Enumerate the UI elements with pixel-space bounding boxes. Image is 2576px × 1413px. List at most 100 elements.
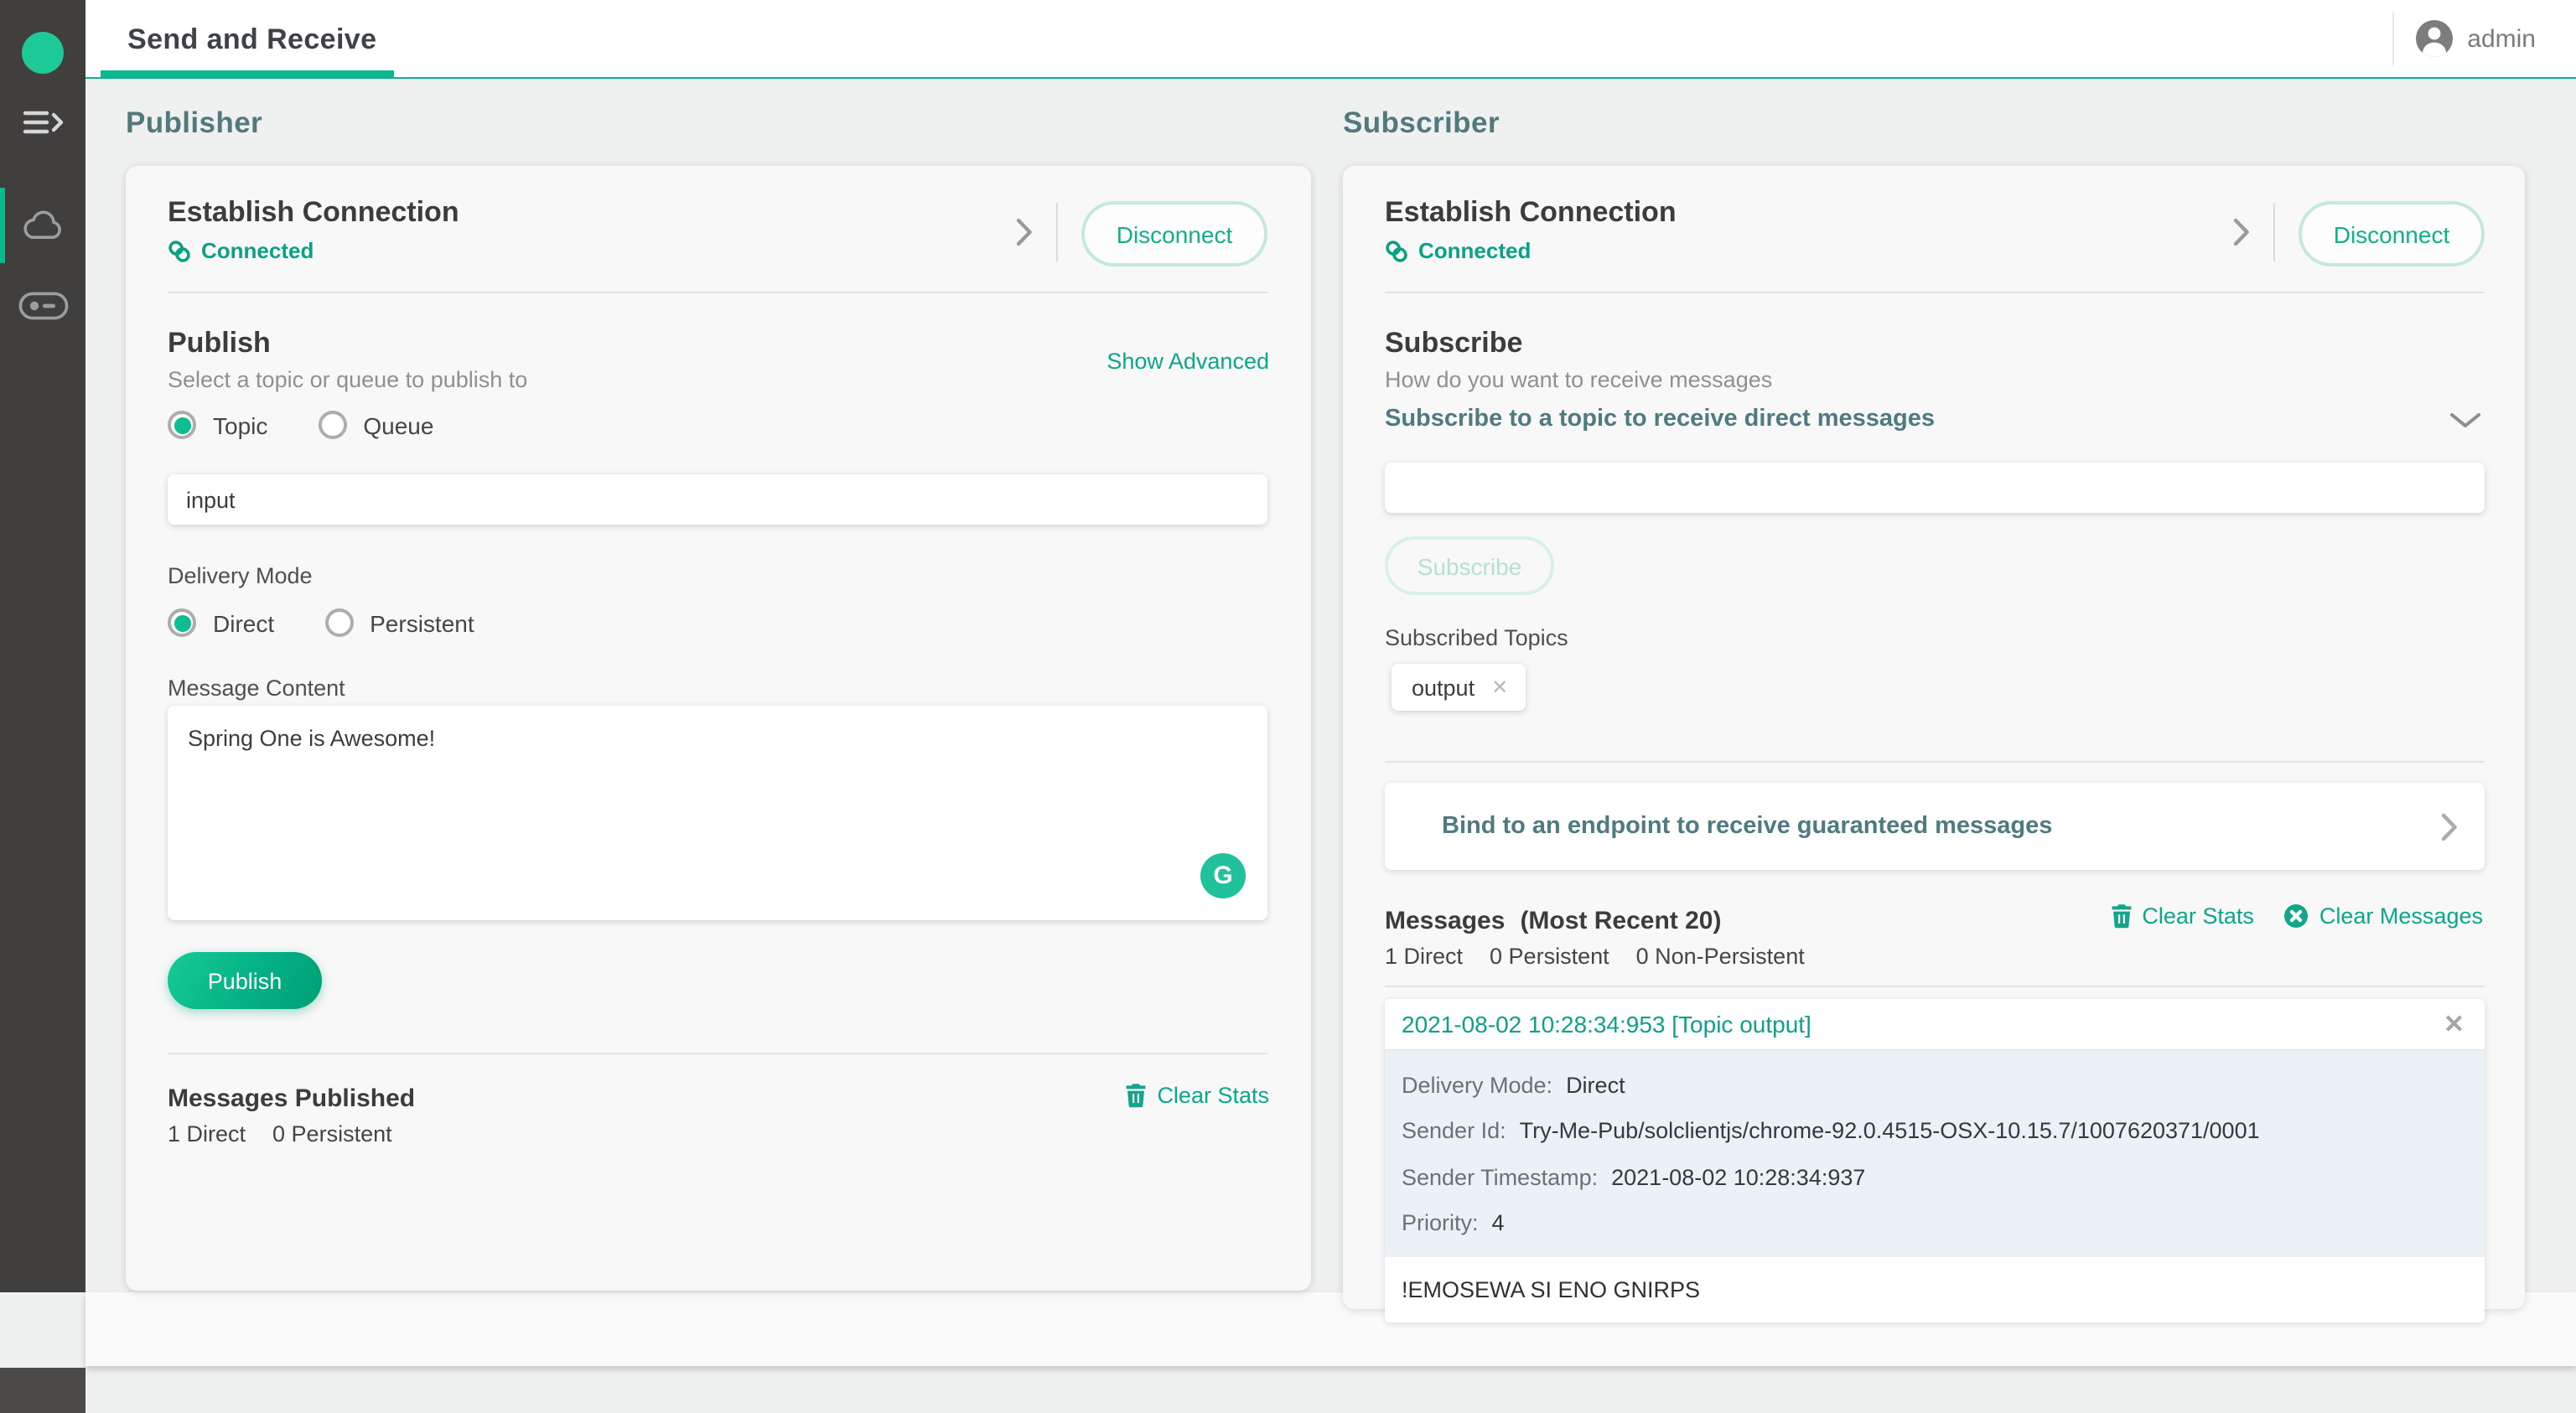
radio-option-topic[interactable]: Topic — [168, 411, 267, 439]
user-avatar-icon — [2413, 18, 2454, 59]
sidebar-item-connection[interactable] — [0, 292, 86, 320]
grammarly-icon[interactable]: G — [1200, 853, 1246, 898]
sidebar-expand-button[interactable] — [0, 106, 86, 139]
radio-option-queue[interactable]: Queue — [318, 411, 433, 439]
subscriber-heading: Subscriber — [1343, 106, 1500, 139]
radio-icon[interactable] — [318, 411, 347, 439]
metadata-value: 2021-08-02 10:28:34:937 — [1611, 1164, 1866, 1190]
bind-endpoint-row[interactable]: Bind to an endpoint to receive guarantee… — [1385, 783, 2485, 870]
subscriber-connection-expand[interactable] — [2233, 218, 2250, 246]
radio-icon[interactable] — [168, 608, 196, 637]
message-item: 2021-08-02 10:28:34:953 [Topic output] ✕… — [1385, 999, 2485, 1322]
metadata-label: Delivery Mode: — [1402, 1073, 1553, 1098]
delivery-mode-label: Delivery Mode — [168, 563, 313, 588]
subscribe-subtitle: How do you want to receive messages — [1385, 367, 1773, 392]
messages-recent-label: (Most Recent 20) — [1520, 907, 1722, 935]
publish-title: Publish — [168, 327, 271, 359]
clear-stats-label: Clear Stats — [2142, 903, 2254, 929]
radio-option-persistent[interactable]: Persistent — [324, 608, 474, 637]
subscribe-title: Subscribe — [1385, 327, 1523, 359]
divider — [168, 292, 1267, 293]
subscriber-connection-status: Connected — [1385, 238, 1531, 263]
delivery-mode-radio-group: Direct Persistent — [168, 608, 525, 637]
metadata-row: Priority: 4 — [1402, 1200, 2468, 1246]
solace-logo-icon[interactable] — [22, 32, 64, 74]
trash-icon — [1125, 1083, 1147, 1108]
metadata-label: Sender Timestamp: — [1402, 1164, 1599, 1190]
publisher-connection-title: Establish Connection — [168, 196, 459, 228]
sidebar-active-indicator — [0, 188, 5, 263]
link-icon — [1385, 239, 1408, 262]
publish-topic-input[interactable] — [168, 474, 1267, 525]
message-metadata: Delivery Mode: Direct Sender Id: Try-Me-Pub… — [1385, 1051, 2485, 1257]
close-message-icon[interactable]: ✕ — [2443, 1010, 2465, 1038]
divider — [168, 1053, 1267, 1054]
sidebar-item-try-me[interactable] — [0, 208, 86, 241]
stat-item: 0 Persistent — [1490, 944, 1609, 969]
chevron-right-icon — [2441, 812, 2458, 841]
publisher-clear-stats-link[interactable]: Clear Stats — [1125, 1083, 1269, 1108]
messages-title: Messages — [1385, 907, 1506, 935]
publish-subtitle: Select a topic or queue to publish to — [168, 367, 528, 392]
message-payload: !EMOSEWA SI ENO GNIRPS — [1402, 1276, 1701, 1302]
metadata-value: Try-Me-Pub/solclientjs/chrome-92.0.4515-… — [1519, 1118, 2260, 1144]
divider — [1056, 203, 1058, 261]
destination-radio-group: Topic Queue — [168, 411, 484, 439]
circle-x-icon — [2284, 903, 2309, 929]
sidebar — [0, 0, 86, 1292]
page-title: Send and Receive — [127, 23, 377, 55]
subscribed-topics-list: output ✕ — [1343, 664, 2525, 711]
message-header: 2021-08-02 10:28:34:953 [Topic output] ✕ — [1385, 999, 2485, 1051]
radio-option-direct[interactable]: Direct — [168, 608, 274, 637]
radio-icon[interactable] — [168, 411, 196, 439]
subscriber-panel: Establish Connection Connected Disconnec… — [1343, 166, 2525, 1322]
metadata-row: Sender Timestamp: 2021-08-02 10:28:34:937 — [1402, 1155, 2468, 1201]
subscriber-connection-title: Establish Connection — [1385, 196, 1677, 228]
divider — [1385, 761, 2485, 763]
messages-header: Messages (Most Recent 20) Clear Stats — [1385, 903, 2483, 935]
clear-stats-label: Clear Stats — [1157, 1083, 1269, 1108]
bind-endpoint-label: Bind to an endpoint to receive guarantee… — [1442, 813, 2053, 840]
radio-label: Direct — [213, 609, 275, 636]
publisher-connection-status: Connected — [168, 238, 314, 263]
radio-icon[interactable] — [324, 608, 354, 637]
message-content-textarea[interactable]: Spring One is Awesome! — [168, 706, 1267, 920]
message-content-label: Message Content — [168, 675, 345, 701]
clear-messages-link[interactable]: Clear Messages — [2284, 903, 2483, 929]
message-timestamp: 2021-08-02 10:28:34:953 [Topic output] — [1402, 1011, 1811, 1038]
topbar-accent-line — [86, 76, 2576, 79]
radio-label: Topic — [213, 411, 268, 438]
user-menu[interactable]: admin — [2413, 0, 2536, 77]
subscribe-button[interactable]: Subscribe — [1385, 536, 1554, 595]
user-name: admin — [2467, 24, 2536, 53]
sidebar-bottom-block — [0, 1368, 86, 1413]
subscribe-topic-input[interactable] — [1385, 463, 2485, 513]
cloud-icon — [20, 208, 65, 241]
divider — [1385, 986, 2485, 987]
subscriber-clear-stats-link[interactable]: Clear Stats — [2110, 903, 2254, 929]
trash-icon — [2110, 903, 2132, 929]
top-bar: Send and Receive admin — [86, 0, 2576, 79]
link-icon — [168, 239, 191, 262]
topbar-divider — [2392, 12, 2394, 65]
radio-label: Queue — [363, 411, 434, 438]
remove-topic-icon[interactable]: ✕ — [1491, 675, 1509, 699]
metadata-value: Direct — [1566, 1073, 1625, 1098]
topic-chip[interactable]: output ✕ — [1392, 664, 1526, 711]
publish-button[interactable]: Publish — [168, 952, 322, 1009]
chevron-down-icon[interactable] — [2449, 412, 2481, 429]
publisher-disconnect-button[interactable]: Disconnect — [1081, 201, 1267, 267]
topic-chip-label: output — [1412, 675, 1475, 700]
metadata-label: Priority: — [1402, 1210, 1479, 1236]
stat-item: 0 Persistent — [272, 1121, 392, 1146]
subscriber-disconnect-button[interactable]: Disconnect — [2299, 201, 2485, 267]
subscribed-topics-label: Subscribed Topics — [1385, 625, 1568, 650]
publisher-connection-expand[interactable] — [1016, 218, 1033, 246]
show-advanced-link[interactable]: Show Advanced — [1107, 349, 1269, 374]
published-counts: 1 Direct 0 Persistent — [168, 1121, 392, 1146]
metadata-row: Delivery Mode: Direct — [1402, 1063, 2468, 1109]
metadata-label: Sender Id: — [1402, 1118, 1506, 1144]
active-tab-indicator — [101, 70, 394, 76]
radio-label: Persistent — [370, 609, 474, 636]
